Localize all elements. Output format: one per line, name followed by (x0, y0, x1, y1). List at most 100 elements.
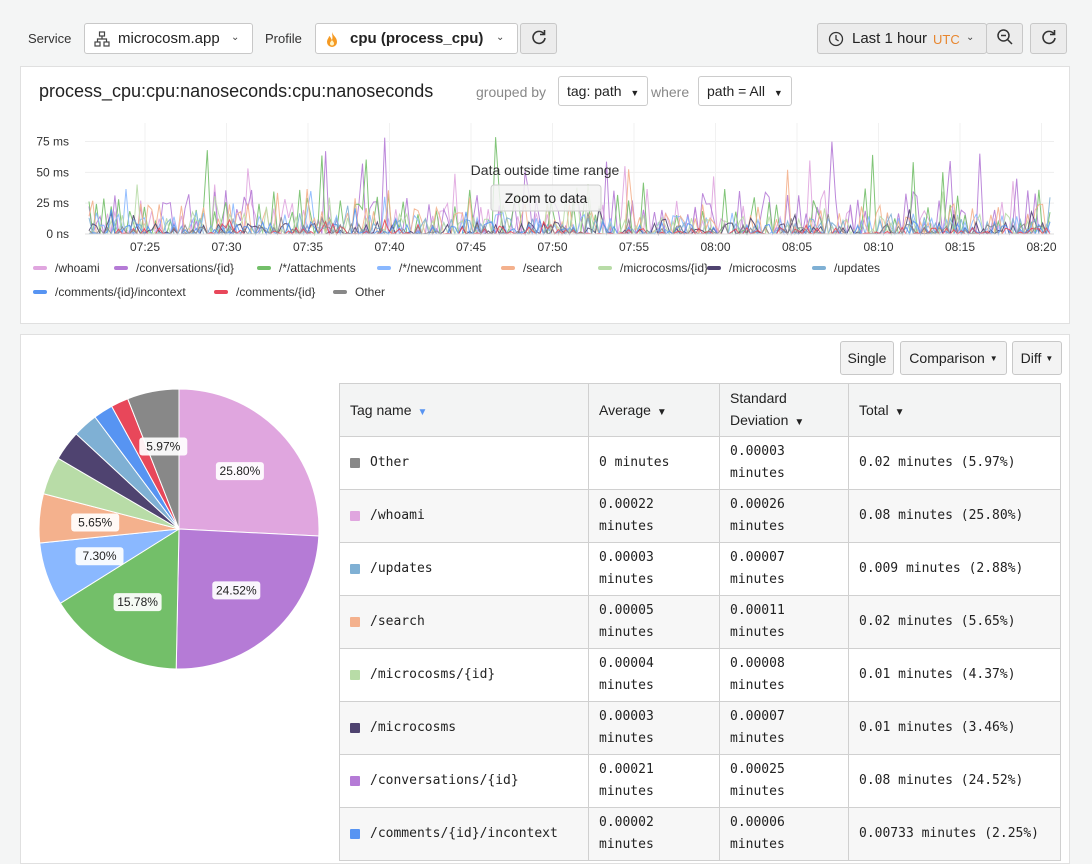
diff-view-button[interactable]: Diff ▼ (1012, 341, 1062, 375)
pie-label-text: 24.52% (216, 583, 257, 597)
profile-value: cpu (process_cpu) (350, 30, 484, 47)
x-tick-label: 07:50 (537, 240, 567, 254)
tag-table: Tag name ▼ Average ▼ Standard Deviation ▼ T… (339, 383, 1061, 861)
table-row[interactable]: /whoami 0.00022 minutes 0.00026 minutes 0.0… (339, 489, 1061, 543)
tag-cell: /conversations/{id} (339, 754, 589, 808)
x-tick-label: 08:00 (700, 240, 730, 254)
tag-color-swatch (350, 616, 360, 627)
timeseries-chart[interactable]: 75 ms 50 ms 25 ms 0 ns 07:25 07:30 07:35 07:40 0… (21, 117, 1069, 267)
table-row[interactable]: /microcosms/{id} 0.00004 minutes 0.00008 m… (339, 648, 1061, 702)
legend-item[interactable]: Other (333, 285, 385, 299)
zoom-out-button[interactable] (986, 23, 1023, 54)
legend-item[interactable]: /comments/{id} (214, 285, 315, 299)
tag-cell: /microcosms/{id} (339, 648, 589, 702)
pie-label-text: 25.80% (220, 464, 261, 478)
total-cell: 0.00733 minutes (2.25%) (848, 807, 1061, 861)
x-tick-label: 07:55 (619, 240, 649, 254)
pie-label-background (139, 437, 188, 456)
tag-color-swatch (350, 510, 360, 521)
column-header-total[interactable]: Total ▼ (848, 383, 1061, 437)
x-tick-label: 07:45 (456, 240, 486, 254)
tag-header-label: Tag name (350, 402, 412, 418)
caret-down-icon: ▼ (1045, 353, 1054, 363)
time-range-picker[interactable]: Last 1 hour UTC ⌄ (817, 23, 987, 54)
total-cell: 0.02 minutes (5.97%) (848, 436, 1061, 490)
refresh-button[interactable] (1030, 23, 1067, 54)
top-toolbar: Service microcosm.app ⌄ Profile cpu (pro… (0, 0, 1092, 66)
tag-explorer-panel: Single Comparison ▼ Diff ▼ 25.80% 24.52% 1… (20, 334, 1070, 864)
std-header-label: Standard Deviation (730, 389, 789, 428)
column-header-tag[interactable]: Tag name ▼ (339, 383, 589, 437)
average-cell: 0 minutes (588, 436, 720, 490)
total-cell: 0.08 minutes (24.52%) (848, 754, 1061, 808)
caret-down-icon: ▼ (630, 88, 640, 98)
comparison-view-button[interactable]: Comparison ▼ (900, 341, 1007, 375)
comparison-view-label: Comparison (909, 350, 985, 366)
pie-slice-label: 5.97% (139, 437, 188, 456)
total-header-label: Total (859, 402, 889, 418)
column-header-std[interactable]: Standard Deviation ▼ (719, 383, 849, 437)
total-cell: 0.02 minutes (5.65%) (848, 595, 1061, 649)
table-row[interactable]: /comments/{id}/incontext 0.00002 minutes 0… (339, 807, 1061, 861)
profile-label: Profile (265, 31, 302, 46)
x-tick-label: 08:20 (1026, 240, 1056, 254)
timeseries-panel: process_cpu:cpu:nanoseconds:cpu:nanoseco… (20, 66, 1070, 324)
chevron-down-icon: ⌄ (966, 32, 975, 43)
column-header-average[interactable]: Average ▼ (588, 383, 720, 437)
pie-label-text: 5.97% (146, 440, 180, 454)
refresh-profile-button[interactable] (520, 23, 557, 54)
std-cell: 0.00007 minutes (719, 701, 849, 755)
group-by-value: tag: path (567, 83, 622, 99)
chevron-down-icon: ⌄ (231, 32, 240, 43)
tag-cell: Other (339, 436, 589, 490)
average-cell: 0.00003 minutes (588, 701, 720, 755)
x-tick-label: 07:40 (374, 240, 404, 254)
flame-icon (325, 31, 339, 52)
x-tick-label: 07:35 (293, 240, 323, 254)
pie-slice-label: 7.30% (75, 547, 124, 566)
group-by-select[interactable]: tag: path ▼ (558, 76, 649, 106)
tag-name: /microcosms/{id} (370, 667, 496, 682)
total-cell: 0.08 minutes (25.80%) (848, 489, 1061, 543)
tag-color-swatch (350, 775, 360, 786)
pie-chart: 25.80% 24.52% 15.78% 7.30% 5.65% 5.97% (38, 388, 320, 670)
where-select[interactable]: path = All ▼ (698, 76, 792, 106)
legend-label: /comments/{id}/incontext (55, 285, 186, 299)
table-row[interactable]: /search 0.00005 minutes 0.00011 minutes 0.0… (339, 595, 1061, 649)
pie-slice-label: 5.65% (71, 513, 120, 532)
single-view-button[interactable]: Single (840, 341, 894, 375)
y-tick-label: 25 ms (36, 196, 69, 210)
clock-icon (828, 31, 844, 51)
service-select[interactable]: microcosm.app ⌄ (84, 23, 253, 54)
pie-slice (127, 388, 180, 530)
tag-name: /microcosms (370, 720, 457, 735)
legend-swatch (333, 290, 347, 294)
std-cell: 0.00007 minutes (719, 542, 849, 596)
table-row[interactable]: /microcosms 0.00003 minutes 0.00007 minute… (339, 701, 1061, 755)
average-cell: 0.00003 minutes (588, 542, 720, 596)
total-cell: 0.009 minutes (2.88%) (848, 542, 1061, 596)
table-row[interactable]: Other 0 minutes 0.00003 minutes 0.02 minute… (339, 436, 1061, 490)
where-value: path = All (707, 83, 765, 99)
legend-item[interactable]: /comments/{id}/incontext (33, 285, 186, 299)
chevron-down-icon: ⌄ (496, 32, 505, 43)
tag-cell: /comments/{id}/incontext (339, 807, 589, 861)
legend-swatch (33, 290, 47, 294)
zoom-to-data-button[interactable] (490, 184, 602, 212)
tag-name: /comments/{id}/incontext (370, 826, 558, 841)
tag-name: /updates (370, 561, 433, 576)
legend-swatch (214, 290, 228, 294)
tag-color-swatch (350, 457, 360, 468)
service-value: microcosm.app (118, 30, 220, 47)
average-cell: 0.00002 minutes (588, 807, 720, 861)
pie-slice-label: 15.78% (113, 593, 162, 612)
tag-cell: /search (339, 595, 589, 649)
tag-name: /conversations/{id} (370, 773, 519, 788)
table-row[interactable]: /conversations/{id} 0.00021 minutes 0.0002… (339, 754, 1061, 808)
pie-label-text: 15.78% (117, 595, 158, 609)
std-cell: 0.00006 minutes (719, 807, 849, 861)
std-cell: 0.00025 minutes (719, 754, 849, 808)
profile-select[interactable]: cpu (process_cpu) ⌄ (315, 23, 518, 54)
table-row[interactable]: /updates 0.00003 minutes 0.00007 minutes 0.… (339, 542, 1061, 596)
sort-icon: ▼ (894, 407, 905, 418)
